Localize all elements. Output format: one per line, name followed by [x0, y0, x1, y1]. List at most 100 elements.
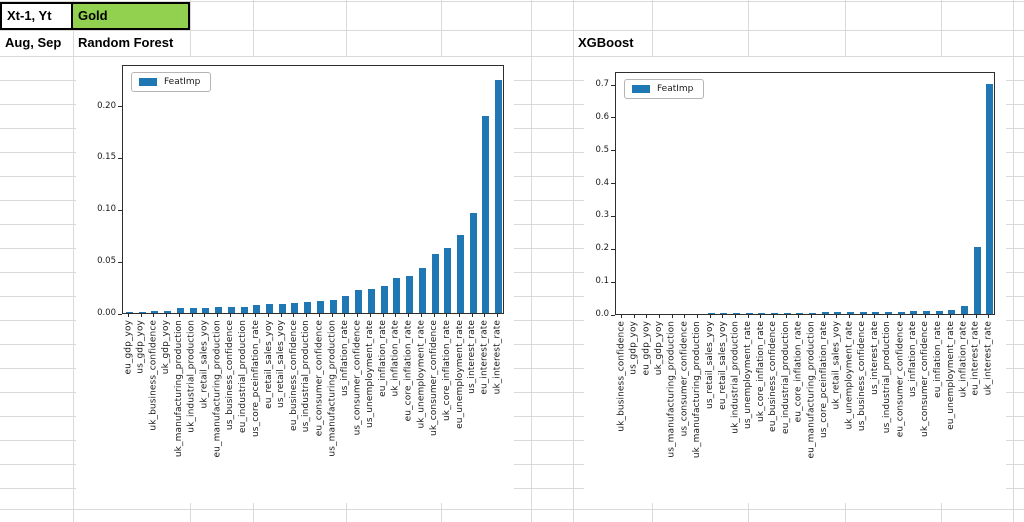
bar: [265, 304, 273, 313]
y-tick-label: 0.6: [595, 111, 609, 122]
x-tick: [395, 314, 397, 317]
bar: [342, 296, 350, 313]
y-tick: [118, 209, 122, 211]
y-tick-label: 0.00: [97, 308, 116, 318]
x-tick: [318, 314, 320, 317]
y-tick: [611, 248, 615, 250]
x-tick-label: uk_unemployment_rate: [844, 321, 855, 430]
x-tick: [497, 314, 499, 317]
y-tick: [118, 106, 122, 107]
random-forest-feature-importance-chart[interactable]: 0.00 0.05 0.10 0.15 0.20 eu_gdp_yoy us_gdp_yoy…: [76, 57, 514, 503]
x-tick: [217, 314, 218, 317]
x-tick: [153, 314, 155, 317]
x-tick: [267, 314, 269, 317]
cell-input-spec[interactable]: Xt-1, Yt: [2, 4, 73, 28]
x-tick-label: us_inflation_rate: [339, 320, 350, 397]
bar: [278, 304, 286, 313]
x-tick-label: us_interest_rate: [869, 321, 880, 395]
x-tick: [962, 315, 964, 318]
bar: [948, 310, 956, 314]
x-tick: [658, 315, 660, 318]
x-tick-label: eu_consumer_confidence: [895, 321, 905, 438]
x-tick: [671, 315, 673, 318]
legend-color-swatch: [139, 78, 157, 86]
bar: [380, 286, 388, 313]
x-tick-label: uk_industrial_production: [730, 321, 741, 434]
bar: [469, 213, 477, 313]
bar: [240, 307, 248, 313]
bar: [176, 308, 184, 313]
x-tick: [471, 314, 473, 317]
gridline: [0, 509, 1024, 510]
bar: [304, 302, 312, 313]
cell-period[interactable]: Aug, Sep: [5, 35, 62, 50]
legend-label: FeatImp: [164, 77, 201, 87]
legend-color-swatch: [632, 85, 650, 93]
x-tick-label: uk_gdp_yoy: [161, 320, 172, 375]
cell-model-random-forest[interactable]: Random Forest: [78, 35, 174, 50]
y-tick: [611, 183, 615, 185]
x-tick: [344, 314, 346, 317]
bar: [859, 312, 867, 314]
x-tick: [420, 314, 422, 317]
x-tick: [646, 315, 648, 318]
bar: [367, 289, 375, 313]
bar: [189, 308, 197, 313]
y-tick-label: 0.05: [97, 256, 116, 267]
x-tick: [178, 314, 180, 317]
x-tick: [912, 315, 914, 318]
x-tick-label: us_industrial_production: [301, 320, 312, 433]
x-tick: [357, 314, 359, 317]
x-tick-label: eu_gdp_yoy: [641, 321, 652, 376]
y-tick-label: 0.0: [595, 309, 609, 319]
y-tick: [611, 150, 615, 152]
x-tick-label: eu_retail_sales_yoy: [717, 321, 728, 410]
x-tick: [255, 314, 257, 317]
bar: [745, 313, 753, 314]
x-tick-label: eu_industrial_production: [781, 321, 791, 435]
x-tick: [937, 315, 939, 318]
bar: [973, 247, 981, 314]
gridline: [531, 0, 532, 522]
x-tick: [204, 314, 206, 317]
x-tick-label: us_business_confidence: [225, 320, 236, 431]
x-tick-label: eu_manufacturing_production: [806, 321, 817, 459]
x-tick-label: uk_core_inflation_rate: [755, 321, 766, 423]
bar: [138, 312, 146, 313]
x-tick-label: us_core_pceinflation_rate: [819, 321, 829, 438]
y-tick: [611, 215, 615, 217]
x-tick: [293, 314, 295, 317]
x-tick-label: us_unemployment_rate: [743, 321, 753, 429]
x-tick-label: eu_core_inflation_rate: [793, 321, 804, 423]
x-tick: [446, 314, 448, 317]
x-tick: [874, 315, 876, 318]
x-tick: [140, 314, 142, 317]
y-tick-label: 0.10: [97, 204, 116, 215]
y-tick: [611, 281, 615, 283]
x-tick-label: uk_business_confidence: [616, 321, 627, 432]
x-tick: [772, 315, 774, 318]
bar: [910, 311, 918, 314]
bar: [355, 290, 363, 313]
x-tick: [886, 315, 888, 318]
bar: [732, 313, 740, 314]
gridline: [0, 30, 1024, 31]
cell-model-xgboost[interactable]: XGBoost: [578, 35, 634, 50]
x-tick: [988, 315, 990, 318]
x-tick: [848, 315, 850, 318]
bar: [418, 268, 426, 313]
x-tick-label: uk_consumer_confidence: [920, 321, 931, 437]
cell-target-gold[interactable]: Gold: [73, 4, 188, 28]
x-tick-label: uk_retail_sales_yoy: [831, 321, 842, 410]
bar: [935, 311, 943, 314]
xgboost-feature-importance-chart[interactable]: 0.0 0.1 0.2 0.3 0.4 0.5 0.6 0.7 uk_business_conf…: [584, 57, 1006, 503]
x-tick: [408, 314, 409, 317]
x-tick: [280, 314, 282, 317]
x-tick: [331, 314, 333, 317]
bar: [846, 312, 854, 314]
bar: [202, 308, 210, 313]
bar: [444, 248, 452, 313]
y-tick-label: 0.1: [595, 276, 609, 287]
x-tick: [975, 315, 977, 318]
y-tick: [611, 117, 615, 119]
